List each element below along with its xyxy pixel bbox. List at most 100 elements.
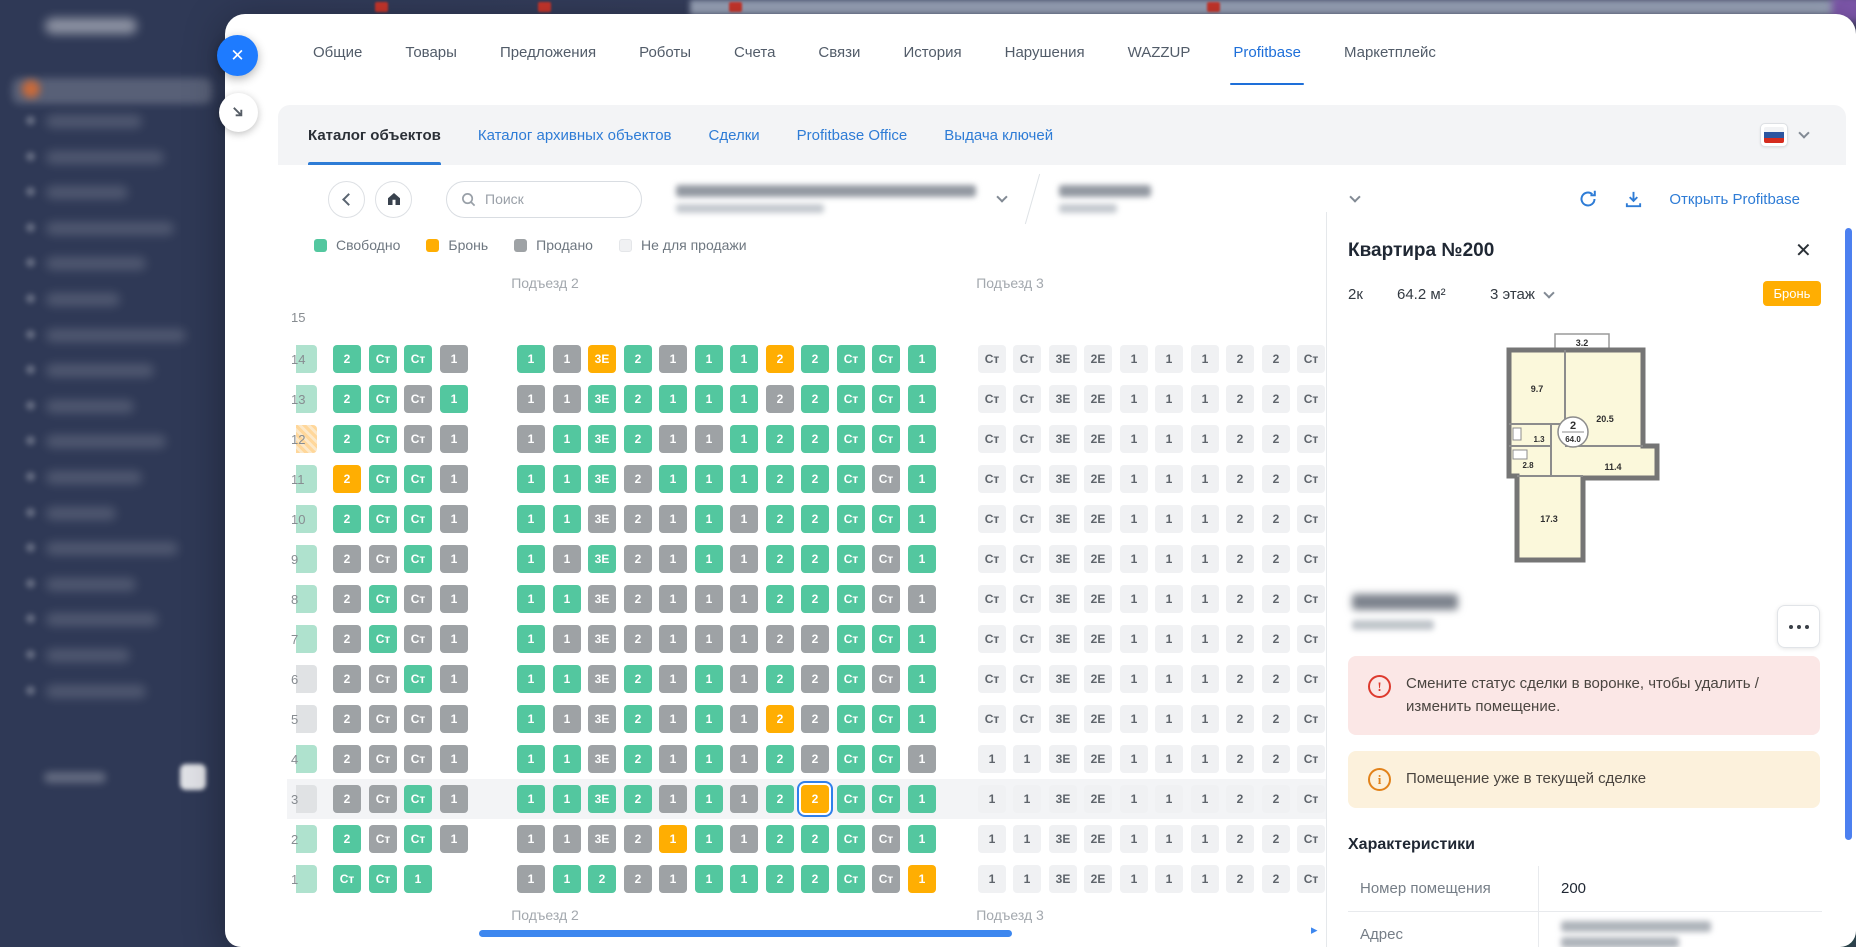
apartment-cell[interactable]: 1 (695, 745, 723, 773)
apartment-cell[interactable]: 1 (517, 585, 545, 613)
apartment-cell[interactable]: 1 (440, 545, 468, 573)
apartment-cell[interactable]: 1 (908, 865, 936, 893)
apartment-cell[interactable]: Ст (1297, 705, 1325, 733)
apartment-cell[interactable]: 2 (333, 385, 361, 413)
apartment-cell[interactable]: 1 (1120, 745, 1148, 773)
apartment-cell[interactable]: 1 (553, 465, 581, 493)
apartment-cell[interactable]: 1 (730, 705, 758, 733)
apartment-cell[interactable]: 2 (766, 585, 794, 613)
apartment-cell[interactable]: 1 (1120, 865, 1148, 893)
apartment-cell[interactable]: 2 (766, 465, 794, 493)
apartment-cell[interactable]: 2 (1262, 545, 1290, 573)
apartment-cell[interactable]: 1 (440, 705, 468, 733)
apartment-cell[interactable]: 2 (801, 865, 829, 893)
apartment-cell[interactable]: Ст (1297, 545, 1325, 573)
apartment-cell[interactable]: 3Е (588, 825, 616, 853)
tab-Маркетплейс[interactable]: Маркетплейс (1344, 14, 1436, 90)
apartment-cell[interactable]: 2 (1226, 785, 1254, 813)
apartment-cell[interactable]: 1 (659, 625, 687, 653)
apartment-cell[interactable]: Ст (978, 545, 1006, 573)
apartment-cell[interactable]: 1 (1120, 785, 1148, 813)
apartment-cell[interactable]: 2 (1226, 505, 1254, 533)
apartment-cell[interactable]: Ст (1297, 345, 1325, 373)
apartment-cell[interactable]: 1 (553, 425, 581, 453)
apartment-cell[interactable]: 2 (1262, 745, 1290, 773)
apartment-cell[interactable]: 1 (440, 385, 468, 413)
apartment-cell[interactable]: Ст (837, 625, 865, 653)
apartment-cell[interactable]: 1 (440, 665, 468, 693)
apartment-cell[interactable]: 2Е (1084, 465, 1112, 493)
apartment-cell[interactable]: 3Е (1049, 825, 1077, 853)
apartment-cell[interactable]: 1 (440, 345, 468, 373)
apartment-cell[interactable]: 2 (333, 825, 361, 853)
apartment-cell[interactable]: 3Е (588, 785, 616, 813)
apartment-cell[interactable]: 1 (659, 665, 687, 693)
apartment-cell[interactable]: 3Е (588, 505, 616, 533)
apartment-cell[interactable]: 1 (730, 665, 758, 693)
apartment-cell[interactable]: 1 (1191, 425, 1219, 453)
apartment-cell[interactable]: 3Е (588, 585, 616, 613)
apartment-cell[interactable]: 2 (333, 665, 361, 693)
apartment-cell[interactable]: 2 (624, 545, 652, 573)
apartment-cell[interactable]: 1 (695, 825, 723, 853)
apartment-cell[interactable]: Ст (1013, 345, 1041, 373)
apartment-cell[interactable]: 1 (1155, 425, 1183, 453)
apartment-cell[interactable]: 1 (908, 425, 936, 453)
apartment-cell[interactable]: 1 (440, 625, 468, 653)
apartment-cell[interactable]: 3Е (588, 465, 616, 493)
apartment-cell[interactable]: 1 (553, 785, 581, 813)
apartment-cell[interactable]: 1 (659, 545, 687, 573)
apartment-cell[interactable]: 2 (1262, 465, 1290, 493)
apartment-cell[interactable]: Ст (369, 625, 397, 653)
apartment-cell[interactable]: 2 (801, 665, 829, 693)
apartment-cell[interactable]: 1 (1191, 785, 1219, 813)
apartment-cell[interactable]: 1 (730, 865, 758, 893)
apartment-cell[interactable]: 1 (730, 585, 758, 613)
apartment-cell[interactable]: 1 (1120, 505, 1148, 533)
apartment-cell[interactable]: 3Е (588, 385, 616, 413)
apartment-cell[interactable]: 1 (553, 625, 581, 653)
apartment-cell[interactable]: 1 (440, 465, 468, 493)
apartment-cell[interactable]: 1 (517, 465, 545, 493)
apartment-cell[interactable]: Ст (1297, 745, 1325, 773)
more-actions-button[interactable] (1777, 605, 1820, 648)
apartment-cell[interactable]: 2 (1226, 425, 1254, 453)
apartment-cell[interactable]: 1 (730, 785, 758, 813)
apartment-cell[interactable]: 2 (1262, 865, 1290, 893)
refresh-icon[interactable] (1578, 189, 1598, 209)
apartment-cell[interactable]: Ст (404, 785, 432, 813)
apartment-cell[interactable]: Ст (369, 825, 397, 853)
apartment-cell[interactable]: 1 (695, 665, 723, 693)
apartment-cell[interactable]: 1 (553, 865, 581, 893)
apartment-cell[interactable]: 1 (1155, 345, 1183, 373)
apartment-cell[interactable]: Ст (837, 425, 865, 453)
apartment-cell[interactable]: Ст (837, 385, 865, 413)
apartment-cell[interactable]: 1 (1155, 505, 1183, 533)
apartment-cell[interactable]: 1 (1191, 545, 1219, 573)
apartment-cell[interactable]: 2 (801, 545, 829, 573)
apartment-cell[interactable]: Ст (404, 505, 432, 533)
apartment-cell[interactable]: 2 (1226, 745, 1254, 773)
apartment-cell[interactable]: Ст (837, 505, 865, 533)
apartment-cell[interactable]: 2 (801, 385, 829, 413)
apartment-cell[interactable]: 2 (333, 705, 361, 733)
apartment-cell[interactable]: Ст (1013, 705, 1041, 733)
apartment-cell[interactable]: 1 (517, 785, 545, 813)
apartment-cell[interactable]: Ст (978, 585, 1006, 613)
apartment-cell[interactable]: Ст (369, 705, 397, 733)
apartment-cell[interactable]: 1 (730, 545, 758, 573)
apartment-cell[interactable]: 2 (333, 345, 361, 373)
apartment-cell[interactable]: 1 (1155, 585, 1183, 613)
apartment-cell[interactable]: 1 (517, 505, 545, 533)
apartment-cell[interactable]: 2 (801, 425, 829, 453)
apartment-cell[interactable]: 1 (908, 625, 936, 653)
open-profitbase-link[interactable]: Открыть Profitbase (1669, 191, 1800, 208)
apartment-cell[interactable]: 3Е (1049, 625, 1077, 653)
apartment-cell[interactable]: 1 (695, 705, 723, 733)
apartment-cell[interactable]: 2Е (1084, 385, 1112, 413)
download-icon[interactable] (1624, 190, 1643, 209)
apartment-cell[interactable]: 1 (695, 585, 723, 613)
apartment-cell[interactable]: 2 (624, 785, 652, 813)
apartment-cell[interactable]: 2 (624, 625, 652, 653)
apartment-cell[interactable]: Ст (369, 665, 397, 693)
